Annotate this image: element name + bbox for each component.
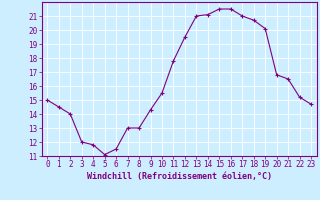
X-axis label: Windchill (Refroidissement éolien,°C): Windchill (Refroidissement éolien,°C) xyxy=(87,172,272,181)
